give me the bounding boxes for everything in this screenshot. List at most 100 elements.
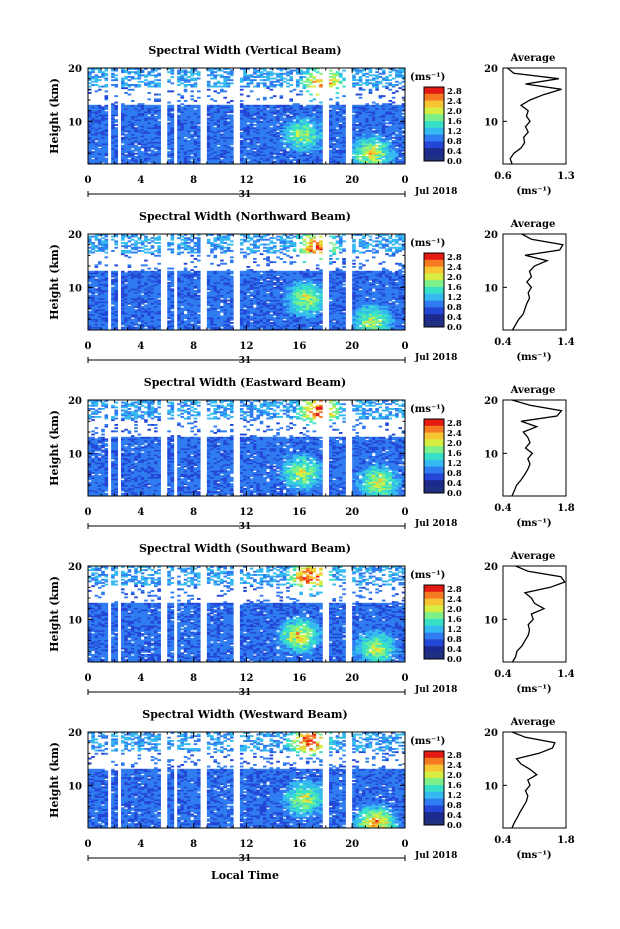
heatmap-cell <box>187 136 191 139</box>
heatmap-cell <box>249 159 254 162</box>
heatmap-cell <box>88 124 92 126</box>
heatmap-cell <box>395 80 399 83</box>
heatmap-cell <box>104 122 109 125</box>
heatmap-cell <box>206 138 211 141</box>
heatmap-cell <box>183 124 188 126</box>
heatmap-cell <box>193 242 198 244</box>
heatmap-cell <box>183 128 188 131</box>
heatmap-cell <box>239 152 244 155</box>
heatmap-cell <box>177 154 181 157</box>
heatmap-cell <box>183 146 188 149</box>
heatmap-cell <box>196 132 201 134</box>
heatmap-cell <box>127 151 132 154</box>
heatmap-cell <box>210 98 214 101</box>
heatmap-cell <box>259 112 264 115</box>
heatmap-cell <box>154 270 158 273</box>
heatmap-cell <box>216 132 221 134</box>
heatmap-cell <box>127 264 132 267</box>
heatmap-cell <box>101 117 105 120</box>
heatmap-cell <box>216 148 221 150</box>
heatmap-cell <box>127 148 132 150</box>
heatmap-cell <box>177 138 181 141</box>
heatmap-cell <box>216 69 221 72</box>
heatmap-cell <box>91 108 95 110</box>
heatmap-cell <box>206 128 211 131</box>
heatmap-cell <box>196 162 201 165</box>
heatmap-cell <box>243 149 247 152</box>
heatmap-cell <box>177 143 181 146</box>
heatmap-cell <box>305 154 310 157</box>
heatmap-cell <box>177 114 181 117</box>
heatmap-cell <box>309 85 313 88</box>
heatmap-cell <box>206 125 211 128</box>
heatmap-cell <box>101 119 105 122</box>
heatmap-cell <box>130 108 135 110</box>
heatmap-cell <box>190 85 194 88</box>
heatmap-cell <box>187 251 191 254</box>
heatmap-cell <box>177 251 181 254</box>
heatmap-cell <box>226 152 231 155</box>
heatmap-cell <box>190 109 194 112</box>
heatmap-cell <box>91 111 95 114</box>
heatmap-cell <box>187 108 191 110</box>
heatmap-cell <box>140 154 145 157</box>
heatmap-cell <box>239 125 244 128</box>
heatmap-cell <box>263 69 267 72</box>
heatmap-cell <box>177 100 181 102</box>
heatmap-cell <box>239 122 244 125</box>
heatmap-cell <box>157 128 161 131</box>
heatmap-cell <box>332 143 336 146</box>
heatmap-cell <box>269 140 274 142</box>
heatmap-cell <box>229 117 234 120</box>
heatmap-cell <box>266 130 270 133</box>
heatmap-cell <box>196 106 201 109</box>
heatmap-cell <box>358 76 363 78</box>
heatmap-cell <box>154 140 158 142</box>
heatmap-cell <box>381 138 386 141</box>
heatmap-cell <box>157 98 161 101</box>
heatmap-cell <box>130 146 135 149</box>
heatmap-cell <box>395 133 399 136</box>
heatmap-cell <box>97 69 102 72</box>
heatmap-cell <box>177 127 181 130</box>
heatmap-cell <box>223 117 227 120</box>
heatmap-cell <box>269 77 274 80</box>
heatmap-cell <box>220 135 224 138</box>
heatmap-cell <box>183 133 188 136</box>
heatmap-cell <box>157 154 161 157</box>
heatmap-cell <box>157 138 161 141</box>
heatmap-cell <box>167 133 171 136</box>
heatmap-cell <box>147 267 152 270</box>
heatmap-cell <box>157 269 161 272</box>
heatmap-cell <box>137 111 142 114</box>
heatmap-cell <box>193 156 198 158</box>
heatmap-cell <box>147 98 152 101</box>
heatmap-cell <box>266 146 270 149</box>
heatmap-cell <box>249 76 254 78</box>
heatmap-cell <box>157 149 161 152</box>
heatmap-cell <box>127 135 132 138</box>
heatmap-cell <box>88 156 92 158</box>
heatmap-cell <box>256 159 261 162</box>
heatmap-cell <box>263 152 267 155</box>
heatmap-cell <box>137 124 142 126</box>
heatmap-cell <box>256 144 261 147</box>
heatmap-cell <box>114 270 119 273</box>
heatmap-cell <box>210 109 214 112</box>
heatmap-cell <box>177 144 181 147</box>
heatmap-cell <box>246 127 251 130</box>
heatmap-cell <box>243 130 247 133</box>
heatmap-cell <box>114 160 119 163</box>
heatmap-cell <box>190 69 194 72</box>
heatmap-cell <box>286 114 290 117</box>
heatmap-cell <box>183 116 188 118</box>
heatmap-cell <box>147 117 152 120</box>
heatmap-cell <box>157 162 161 165</box>
average-title: Average <box>510 53 556 64</box>
panel-title: Spectral Width (Northward Beam) <box>139 210 351 223</box>
heatmap-cell <box>150 114 155 117</box>
heatmap-cell <box>134 108 138 110</box>
heatmap-cell <box>223 159 227 162</box>
heatmap-cell <box>196 156 201 158</box>
heatmap-cell <box>144 140 148 142</box>
